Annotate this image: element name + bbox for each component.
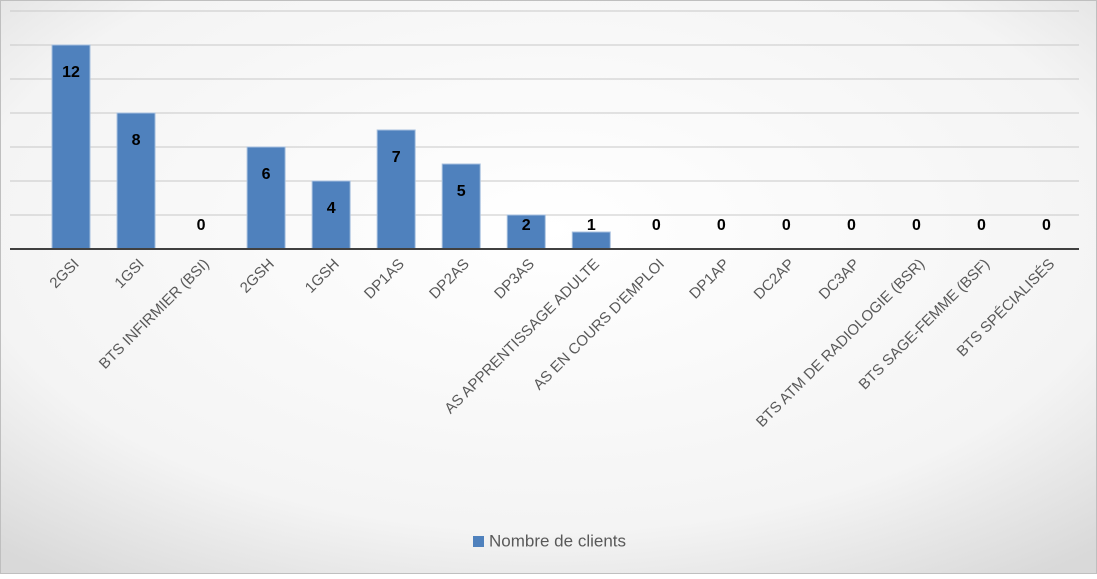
- data-label: 6: [262, 166, 271, 183]
- data-label: 0: [717, 217, 726, 234]
- bar: [311, 180, 351, 250]
- data-label: 1: [587, 217, 596, 234]
- legend-label: Nombre de clients: [489, 531, 626, 550]
- bar: [116, 112, 156, 250]
- bar: [571, 231, 611, 250]
- data-label: 0: [782, 217, 791, 234]
- data-label: 0: [977, 217, 986, 234]
- data-label: 0: [197, 217, 206, 234]
- data-label: 0: [652, 217, 661, 234]
- data-label: 8: [132, 132, 141, 149]
- data-label: 5: [457, 183, 466, 200]
- data-label: 0: [1042, 217, 1051, 234]
- legend-swatch: [473, 536, 484, 547]
- bar: [506, 214, 546, 250]
- data-label: 12: [62, 64, 80, 81]
- bar: [376, 129, 416, 250]
- bar: [441, 163, 481, 250]
- data-label: 7: [392, 149, 401, 166]
- data-label: 0: [847, 217, 856, 234]
- data-label: 0: [912, 217, 921, 234]
- data-label: 4: [327, 200, 336, 217]
- bar: [246, 146, 286, 250]
- data-label: 2: [522, 217, 531, 234]
